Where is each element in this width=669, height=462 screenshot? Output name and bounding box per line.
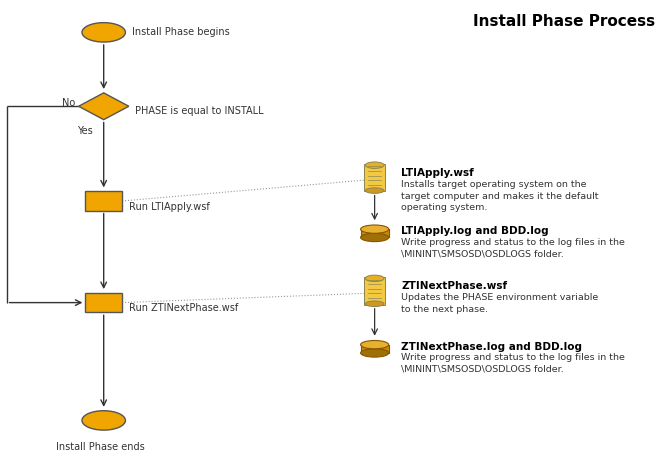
Text: Install Phase begins: Install Phase begins (132, 27, 230, 37)
Ellipse shape (361, 225, 389, 233)
Text: Updates the PHASE environment variable
to the next phase.: Updates the PHASE environment variable t… (401, 293, 599, 314)
Text: ZTINextPhase.log and BDD.log: ZTINextPhase.log and BDD.log (401, 341, 583, 352)
Ellipse shape (82, 23, 126, 42)
FancyBboxPatch shape (364, 277, 385, 305)
Text: Yes: Yes (77, 126, 93, 136)
Ellipse shape (365, 188, 384, 193)
FancyBboxPatch shape (86, 293, 122, 312)
Text: PHASE is equal to INSTALL: PHASE is equal to INSTALL (135, 106, 264, 116)
Text: Install Phase ends: Install Phase ends (56, 442, 145, 452)
FancyBboxPatch shape (361, 229, 389, 237)
FancyBboxPatch shape (364, 164, 385, 191)
FancyBboxPatch shape (86, 191, 122, 211)
Ellipse shape (361, 233, 389, 242)
Ellipse shape (361, 349, 389, 357)
Ellipse shape (365, 275, 384, 281)
Ellipse shape (361, 340, 389, 349)
Ellipse shape (82, 411, 126, 430)
Text: Run LTIApply.wsf: Run LTIApply.wsf (128, 201, 209, 212)
Text: LTIApply.wsf: LTIApply.wsf (401, 168, 474, 178)
Text: Run ZTINextPhase.wsf: Run ZTINextPhase.wsf (128, 303, 238, 313)
Polygon shape (79, 93, 128, 120)
Ellipse shape (365, 301, 384, 307)
Text: Write progress and status to the log files in the
\MININT\SMSOSD\OSDLOGS folder.: Write progress and status to the log fil… (401, 353, 626, 374)
Text: Write progress and status to the log files in the
\MININT\SMSOSD\OSDLOGS folder.: Write progress and status to the log fil… (401, 238, 626, 258)
Ellipse shape (365, 162, 384, 169)
Text: LTIApply.log and BDD.log: LTIApply.log and BDD.log (401, 226, 549, 236)
Text: No: No (62, 97, 75, 108)
Text: ZTINextPhase.wsf: ZTINextPhase.wsf (401, 281, 508, 292)
Text: Install Phase Process: Install Phase Process (474, 14, 656, 29)
FancyBboxPatch shape (361, 345, 389, 353)
Text: Installs target operating system on the
target computer and makes it the default: Installs target operating system on the … (401, 180, 599, 212)
